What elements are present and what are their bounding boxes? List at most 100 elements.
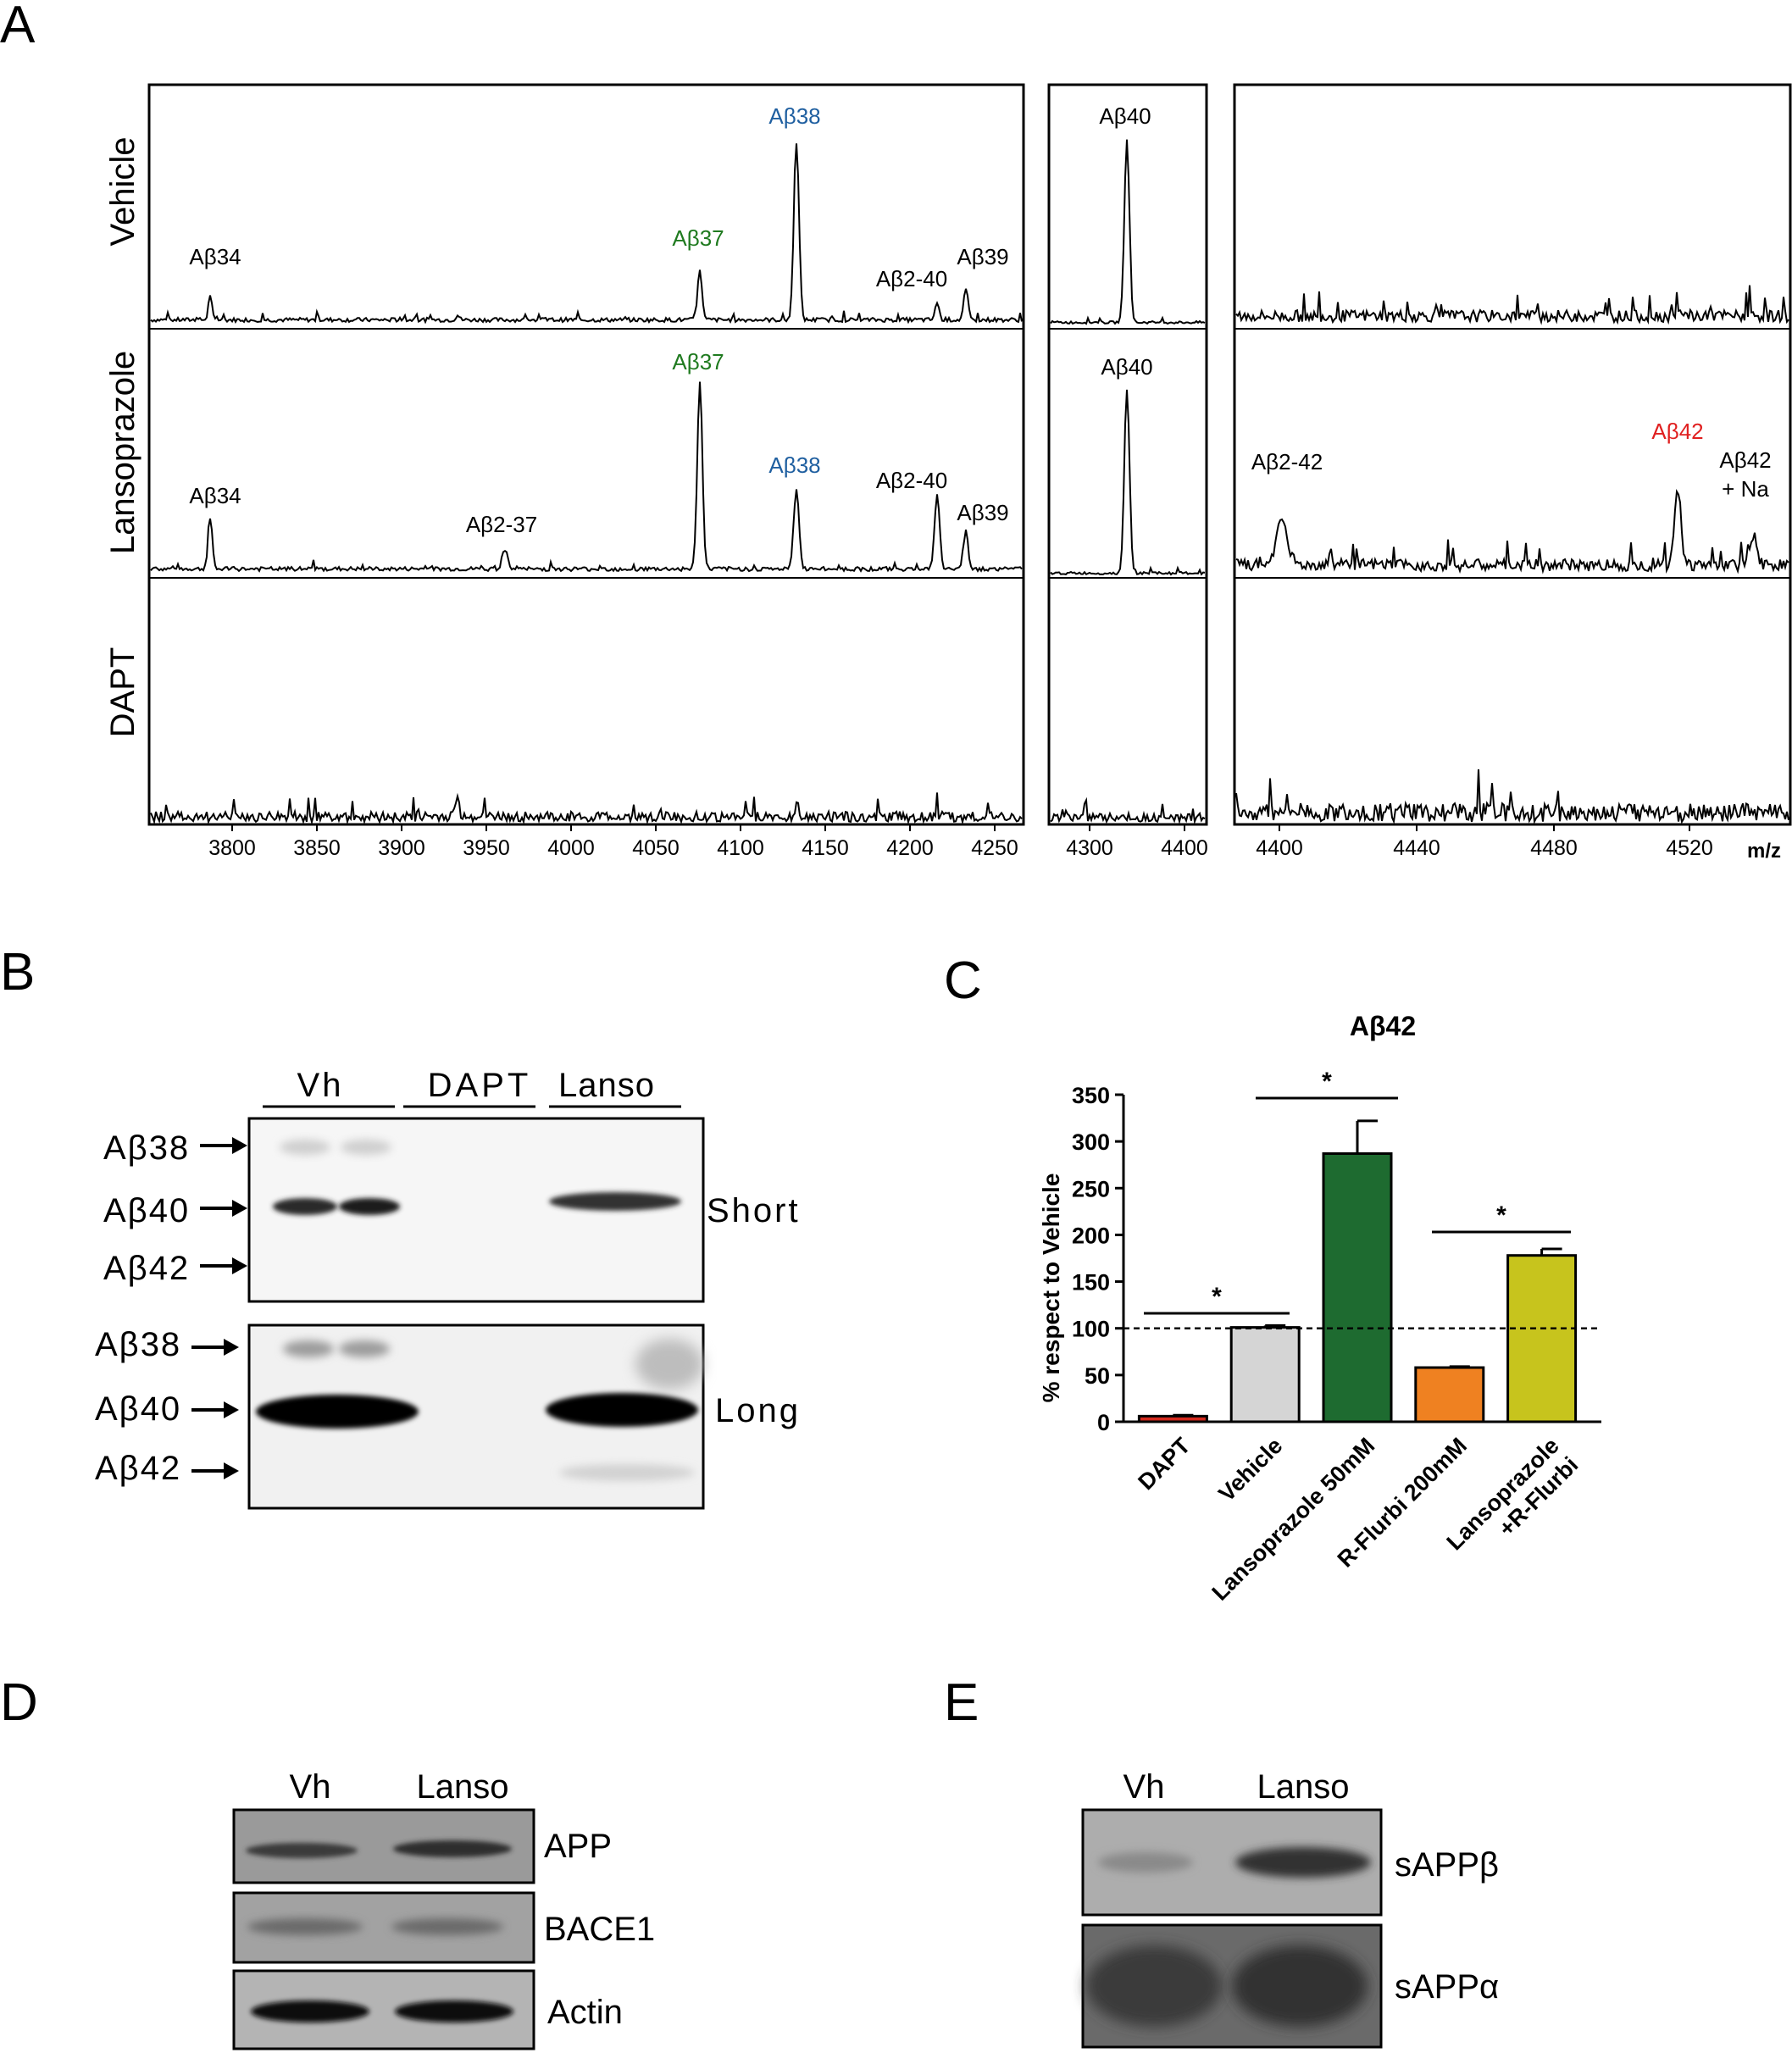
x-tick-label: 4400 (1256, 836, 1303, 860)
blot-label-app: APP (544, 1828, 612, 1865)
arrow-head (224, 1462, 239, 1479)
spectrum-trace (1050, 139, 1206, 325)
significance-star: * (1322, 1068, 1332, 1096)
peak-label: Aβ2-37 (466, 512, 537, 537)
blot-label-sapp-alpha: sAPPα (1395, 1968, 1499, 2006)
band-ab38 (280, 1140, 330, 1155)
marker-label: Aβ42 (95, 1450, 181, 1487)
significance-star: * (1212, 1283, 1222, 1311)
spectrum-traces (150, 139, 1789, 825)
arrow-head (232, 1137, 247, 1154)
peak-label: Aβ2-40 (876, 266, 947, 291)
x-tick-label: 4520 (1666, 836, 1713, 860)
spectrum-trace (1050, 389, 1206, 576)
bar-chart: 0 50 100 150 200 250 300 350 * * * DAPT VehicleLanso… (1072, 1068, 1601, 1606)
x-tick-label: 3850 (293, 836, 341, 860)
y-axis-label: % respect to Vehicle (1038, 1174, 1064, 1403)
x-tick-label: 4100 (717, 836, 764, 860)
lane-label-vh: Vh (290, 1768, 331, 1806)
y-tick-label: 150 (1072, 1270, 1110, 1296)
spectrum-trace (150, 792, 1023, 825)
marker-label: Aβ38 (95, 1326, 181, 1363)
arrow-head (224, 1339, 239, 1356)
x-tick-label: 4250 (971, 836, 1018, 860)
chart-title: Aβ42 (1350, 1011, 1416, 1041)
band-sapp-beta (1098, 1852, 1193, 1873)
exposure-label-short: Short (707, 1192, 801, 1229)
marker-label: Aβ40 (95, 1390, 181, 1428)
band-bace1 (247, 1918, 363, 1935)
peak-label: Aβ37 (672, 349, 724, 375)
x-axis-ticks: 3800 3850 3900 3950 4000 4050 4100 4150 4200 4250… (208, 824, 1713, 860)
panel-e: E Vh Lanso sAPPβ sAPPα (944, 1673, 1499, 2049)
marker-arrows (191, 1137, 247, 1479)
x-tick-label: 4000 (547, 836, 595, 860)
arrow-head (224, 1401, 239, 1418)
panel-b: B Vh DAPT Lanso Short Long Aβ38 Aβ40 Aβ4… (0, 943, 801, 1510)
panel-d: D Vh Lanso APP BACE1 Actin (0, 1673, 655, 2050)
category-label-line: Lansoprazole 50mM (1207, 1433, 1380, 1606)
peak-label: Aβ37 (672, 225, 724, 251)
x-tick-label: 3950 (463, 836, 510, 860)
bar (1137, 1414, 1208, 1423)
row-label-lansoprazole: Lansoprazole (104, 351, 141, 554)
peak-label: Aβ39 (957, 244, 1008, 269)
bar (1414, 1366, 1485, 1423)
category-label: Lansoprazole 50mM (1207, 1433, 1380, 1606)
lane-label-lanso: Lanso (417, 1768, 509, 1806)
x-tick-label: 3900 (378, 836, 425, 860)
marker-label: Aβ42 (103, 1250, 190, 1287)
band-sapp-beta (1235, 1847, 1371, 1878)
peak-label: Aβ42 (1651, 419, 1703, 444)
blot-label-sapp-beta: sAPPβ (1395, 1846, 1499, 1884)
y-tick-label: 0 (1097, 1410, 1110, 1435)
arrow-head (232, 1200, 247, 1217)
band-ab38 (341, 1140, 391, 1155)
category-label: Vehicle (1213, 1433, 1287, 1506)
axis-unit: m/z (1747, 840, 1781, 863)
band-actin (251, 2000, 369, 2022)
band-sapp-alpha (1232, 1945, 1368, 2027)
peak-label: Aβ42 (1719, 447, 1771, 473)
x-tick-label: 4480 (1530, 836, 1578, 860)
peak-label: + Na (1722, 476, 1769, 502)
band-actin (395, 2000, 513, 2022)
y-tick-label: 50 (1085, 1363, 1110, 1389)
panel-a: A Vehicle Lansoprazole DAPT Aβ34 Aβ37 Aβ… (0, 0, 1792, 863)
band-ab40 (256, 1395, 419, 1429)
x-tick-label: 4300 (1066, 836, 1113, 860)
spectrum-frame-1 (147, 83, 1025, 826)
blot-label-bace1: BACE1 (544, 1911, 655, 1948)
peak-label: Aβ34 (189, 244, 241, 269)
spectrum-trace (150, 381, 1023, 573)
panel-letter-d: D (0, 1673, 38, 1732)
band-ab40 (273, 1198, 337, 1215)
peak-label: Aβ34 (189, 483, 241, 508)
bar (1506, 1254, 1578, 1423)
blot-smear (635, 1339, 703, 1390)
panel-letter-a: A (0, 0, 36, 54)
spectrum-trace (1235, 489, 1789, 574)
panel-c: C Aβ42 % respect to Vehicle 0 50 100 150 200… (944, 952, 1601, 1606)
spectrum-trace (1235, 768, 1789, 825)
band-app (393, 1840, 512, 1857)
category-label-line: Vehicle (1213, 1433, 1287, 1506)
x-tick-label: 4400 (1161, 836, 1208, 860)
peak-label: Aβ40 (1099, 103, 1151, 129)
peak-label: Aβ38 (768, 452, 820, 478)
spectrum-frame-3 (1233, 83, 1792, 826)
lane-label-lanso: Lanso (1257, 1768, 1350, 1806)
bar (1229, 1326, 1301, 1423)
y-tick-label: 100 (1072, 1317, 1110, 1342)
arrow-head (232, 1257, 247, 1274)
marker-label: Aβ40 (103, 1192, 190, 1229)
y-tick-label: 350 (1072, 1083, 1110, 1108)
blot-label-actin: Actin (547, 1994, 623, 2031)
spectrum-trace (1050, 796, 1206, 825)
lane-label-dapt: DAPT (428, 1067, 532, 1104)
band-app (246, 1843, 358, 1858)
band-ab40 (549, 1192, 681, 1211)
spectrum-trace (150, 143, 1023, 325)
band-ab38 (283, 1340, 334, 1357)
